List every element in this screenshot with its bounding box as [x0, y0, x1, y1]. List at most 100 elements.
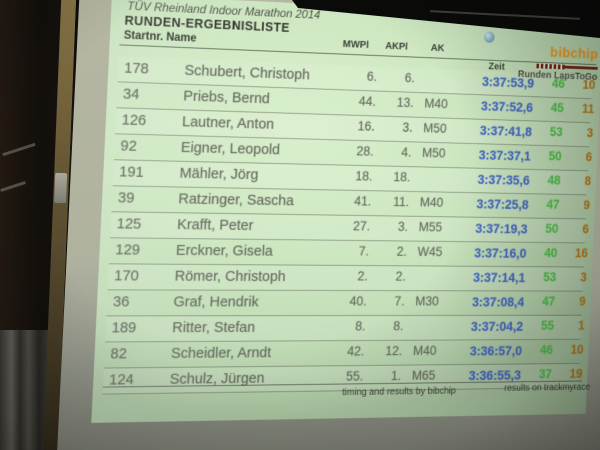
cell-name: Scheidler, Arndt [170, 344, 272, 362]
cell-togo: 10 [582, 77, 596, 92]
column-header-mwpl: MWPl [342, 38, 370, 51]
cell-akpl: 4. [401, 144, 412, 160]
cell-akpl: 2. [396, 244, 408, 259]
cell-name: Priebs, Bernd [182, 87, 271, 108]
cell-startnr: 170 [113, 267, 140, 285]
cell-startnr: 34 [122, 85, 140, 104]
cell-startnr: 191 [118, 163, 145, 181]
cell-mwpl: 42. [346, 343, 365, 359]
ceiling-light-streak [0, 181, 26, 192]
cell-name: Ratzinger, Sascha [178, 190, 295, 210]
cell-runden: 37 [538, 366, 553, 382]
cell-togo: 11 [581, 101, 595, 116]
cell-zeit: 3:37:41,8 [479, 122, 533, 140]
cell-zeit: 3:37:19,3 [475, 220, 528, 237]
cell-zeit: 3:37:04,2 [470, 318, 524, 334]
cell-runden: 48 [547, 173, 561, 188]
cell-togo: 16 [574, 246, 589, 261]
cell-mwpl: 16. [357, 118, 376, 134]
bibchip-logo: bibchip [549, 44, 599, 63]
cell-name: Erckner, Gisela [175, 241, 274, 260]
cell-togo: 6 [582, 222, 590, 237]
cell-runden: 47 [546, 197, 560, 212]
cell-mwpl: 28. [356, 143, 374, 159]
cell-name: Römer, Christoph [174, 267, 286, 285]
cell-mwpl: 40. [349, 293, 368, 309]
cell-runden: 45 [550, 100, 565, 115]
cell-akpl: 11. [392, 194, 410, 210]
cell-mwpl: 27. [352, 218, 371, 234]
cell-mwpl: 55. [345, 368, 364, 384]
cell-togo: 19 [569, 366, 583, 381]
cell-startnr: 92 [120, 137, 138, 155]
cell-mwpl: 41. [353, 193, 372, 209]
cell-name: Eigner, Leopold [180, 139, 281, 159]
cell-runden: 50 [548, 148, 562, 164]
cell-mwpl: 6. [366, 69, 378, 84]
cell-zeit: 3:37:25,8 [476, 196, 529, 212]
cell-startnr: 126 [121, 111, 147, 130]
cell-zeit: 3:37:08,4 [471, 294, 525, 310]
results-table: 178 Schubert, Christoph 6. 6. 3:37:53,9 … [93, 56, 600, 395]
mini-globe-icon [483, 31, 495, 44]
ceiling-light-streak [2, 142, 36, 157]
cell-startnr: 129 [115, 241, 141, 259]
cell-zeit: 3:37:37,1 [478, 147, 532, 164]
cell-name: Krafft, Peter [176, 216, 254, 234]
cell-togo: 8 [584, 173, 592, 188]
cell-togo: 10 [570, 342, 584, 357]
cell-runden: 46 [539, 342, 554, 357]
cell-mwpl: 8. [354, 318, 366, 334]
cell-runden: 46 [551, 76, 566, 91]
cell-zeit: 3:37:53,9 [481, 73, 535, 91]
cell-togo: 9 [578, 294, 586, 309]
cell-runden: 40 [544, 245, 558, 260]
cell-akpl: 7. [394, 293, 405, 309]
column-header-ak: AK [430, 42, 445, 55]
cell-akpl: 18. [393, 169, 411, 185]
cell-mwpl: 7. [358, 243, 370, 259]
cell-runden: 50 [545, 221, 559, 236]
table-row: 36 Graf, Hendrik 40. 7. M30 3:37:08,4 47… [106, 290, 586, 317]
cell-startnr: 39 [117, 189, 135, 207]
table-row: 170 Römer, Christoph 2. 2. 3:37:14,1 53 … [107, 264, 587, 292]
cell-zeit: 3:36:57,0 [469, 342, 523, 359]
cell-togo: 9 [583, 198, 591, 212]
cell-mwpl: 44. [358, 93, 377, 109]
cell-akpl: 13. [396, 95, 415, 110]
cell-startnr: 189 [111, 319, 137, 337]
cell-mwpl: 2. [357, 268, 369, 284]
cell-name: Mähler, Jörg [179, 164, 259, 184]
cell-startnr: 178 [123, 59, 150, 78]
door-hinge [54, 172, 68, 204]
cell-name: Graf, Hendrik [173, 293, 260, 311]
startnr-name-header: Startnr. Name [123, 29, 197, 45]
footer-results-link: results on trackmyrace [503, 382, 591, 394]
cell-runden: 47 [541, 294, 556, 309]
cell-zeit: 3:37:16,0 [473, 245, 527, 261]
cell-name: Schubert, Christoph [184, 61, 311, 84]
cell-akpl: 1. [390, 368, 402, 383]
cell-togo: 3 [580, 270, 587, 285]
cell-name: Ritter, Stefan [171, 319, 256, 337]
cell-togo: 1 [577, 318, 585, 333]
cell-akpl: 3. [402, 120, 413, 135]
table-row: 129 Erckner, Gisela 7. 2. W45 3:37:16,0 … [108, 238, 589, 268]
cell-runden: 53 [549, 124, 563, 140]
cell-runden: 53 [542, 270, 557, 285]
cell-akpl: 2. [395, 269, 407, 284]
column-header-akpl: AKPl [384, 40, 409, 53]
cell-togo: 3 [586, 125, 594, 140]
cell-runden: 55 [540, 318, 555, 333]
cell-togo: 6 [585, 149, 593, 164]
cell-mwpl: 18. [355, 168, 373, 184]
cell-name: Lautner, Anton [181, 113, 275, 133]
cell-startnr: 36 [112, 293, 130, 311]
cell-zeit: 3:37:35,6 [477, 171, 530, 188]
cell-zeit: 3:37:14,1 [472, 269, 526, 285]
cell-akpl: 12. [385, 343, 403, 359]
cell-startnr: 82 [110, 345, 128, 363]
table-row: 189 Ritter, Stefan 8. 8. 3:37:04,2 55 1 [105, 315, 585, 343]
cell-akpl: 6. [404, 70, 416, 86]
